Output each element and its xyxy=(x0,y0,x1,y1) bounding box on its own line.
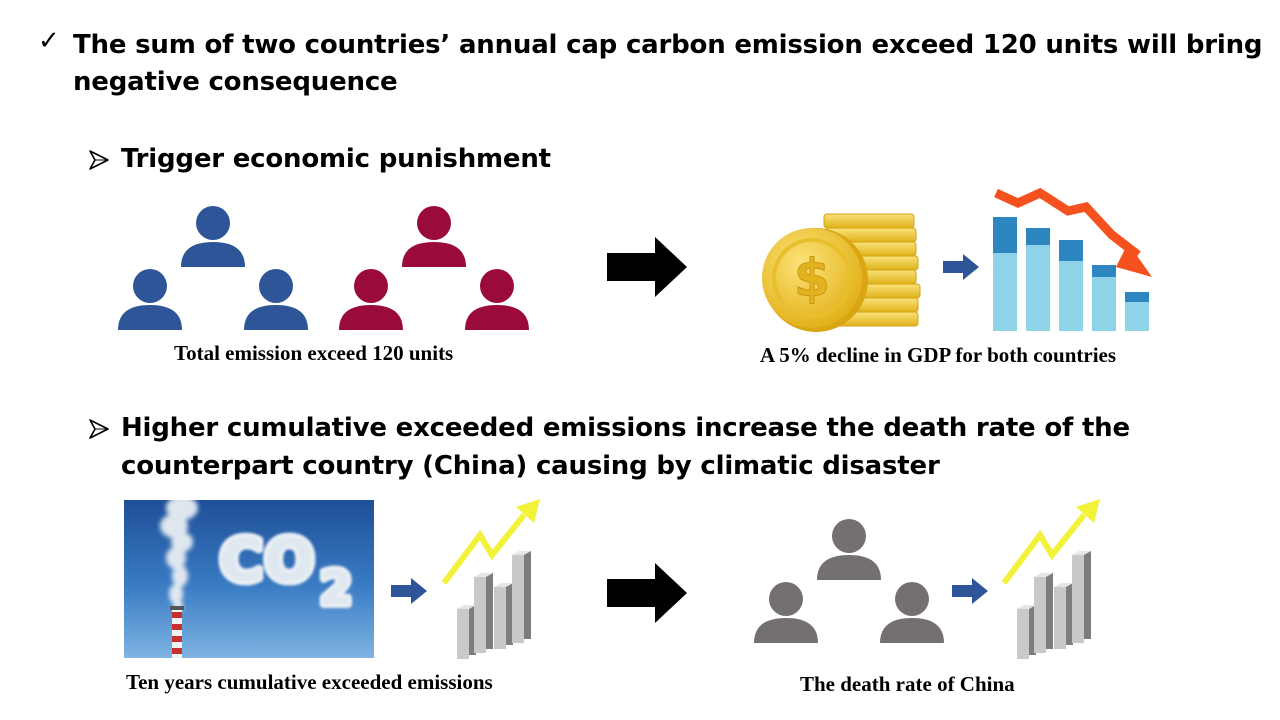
trend-up-arrow xyxy=(441,513,527,585)
rising-bar-chart-icon xyxy=(440,497,545,662)
coin-stack-icon: $ xyxy=(762,210,927,335)
point2-title-line1: Higher cumulative exceeded emissions inc… xyxy=(121,413,1130,443)
arrowhead-bullet-icon xyxy=(88,149,110,171)
trend-down-arrow xyxy=(994,187,1141,259)
person-icon xyxy=(880,582,944,643)
co2-smokestack-image: CO CO 2 2 xyxy=(124,500,374,658)
smokestack-icon xyxy=(170,606,184,658)
small-arrow-icon xyxy=(391,578,427,604)
big-arrow-icon xyxy=(607,563,687,623)
person-icon xyxy=(339,269,403,330)
point2-title-line2: counterpart country (China) causing by c… xyxy=(121,451,940,481)
rising-bar-chart-icon xyxy=(1000,497,1105,662)
person-icon xyxy=(402,206,466,267)
dollar-sign-icon: $ xyxy=(794,249,830,309)
person-icon xyxy=(465,269,529,330)
svg-text:2: 2 xyxy=(320,561,352,615)
check-icon: ✓ xyxy=(38,26,60,56)
point1-right-caption: A 5% decline in GDP for both countries xyxy=(760,343,1117,367)
people-group-b xyxy=(339,204,529,332)
arrowhead-bullet-icon xyxy=(88,418,110,440)
svg-text:CO: CO xyxy=(220,526,316,594)
person-icon xyxy=(817,519,881,580)
person-icon xyxy=(244,269,308,330)
gdp-decline-bar-icon xyxy=(988,185,1158,335)
point2-left-caption: Ten years cumulative exceeded emissions xyxy=(126,670,493,694)
person-icon xyxy=(181,206,245,267)
point1-left-caption: Total emission exceed 120 units xyxy=(174,341,454,365)
main-point-line2: negative consequence xyxy=(73,67,398,97)
main-point-line1: The sum of two countries’ annual cap car… xyxy=(73,30,1263,60)
big-arrow-icon xyxy=(607,237,687,297)
bar xyxy=(1026,228,1050,331)
point1-title: Trigger economic punishment xyxy=(121,144,551,174)
people-group-china xyxy=(754,517,944,645)
svg-text:CO: CO xyxy=(220,526,316,594)
person-icon xyxy=(754,582,818,643)
person-icon xyxy=(118,269,182,330)
people-group-a xyxy=(118,204,308,332)
trend-up-arrow xyxy=(1001,513,1087,585)
small-arrow-icon xyxy=(943,254,979,280)
svg-text:2: 2 xyxy=(320,561,352,615)
point2-right-caption: The death rate of China xyxy=(800,672,1015,696)
small-arrow-icon xyxy=(952,578,988,604)
